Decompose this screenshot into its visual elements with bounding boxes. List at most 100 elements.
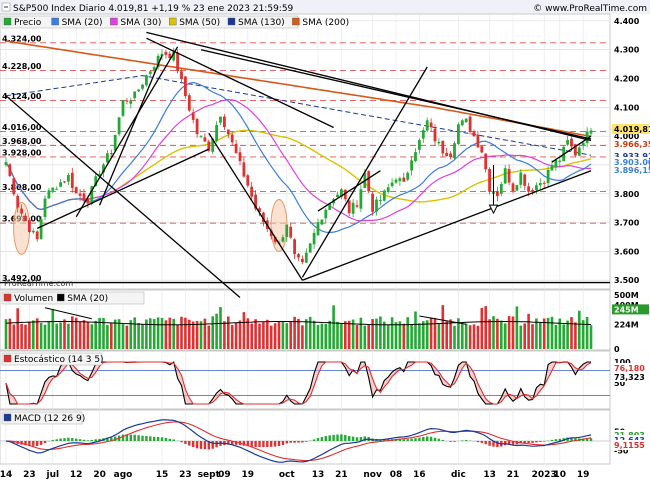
macd-histogram-bar bbox=[82, 439, 86, 441]
legend-swatch[interactable] bbox=[227, 17, 236, 26]
trend-line bbox=[302, 170, 592, 281]
volume-bar bbox=[566, 320, 569, 349]
price-legend-label: SMA (20) bbox=[62, 18, 103, 28]
volume-bar bbox=[59, 322, 62, 349]
legend-swatch[interactable] bbox=[168, 17, 177, 26]
candle-body bbox=[258, 208, 261, 212]
macd-histogram-bar bbox=[301, 441, 304, 443]
volume-bar bbox=[145, 319, 148, 349]
candle-body bbox=[184, 76, 187, 97]
stochastic-panel[interactable] bbox=[0, 350, 611, 410]
volume-bar bbox=[258, 323, 261, 349]
sma20-line bbox=[5, 81, 592, 234]
volume-bar bbox=[363, 325, 367, 349]
stochastic-d-line bbox=[5, 361, 592, 405]
volume-legend-label: SMA (20) bbox=[67, 294, 108, 304]
volume-bar bbox=[152, 319, 156, 349]
legend-swatch[interactable] bbox=[3, 293, 12, 302]
macd-histogram-bar bbox=[281, 441, 285, 445]
x-tick-label: dic bbox=[451, 470, 466, 480]
volume-bar bbox=[371, 319, 374, 349]
macd-histogram-bar bbox=[250, 441, 253, 447]
macd-histogram-bar bbox=[86, 440, 90, 441]
legend-swatch[interactable] bbox=[57, 293, 65, 302]
legend-swatch[interactable] bbox=[51, 17, 59, 26]
candle-body bbox=[527, 186, 530, 192]
macd-histogram-bar bbox=[558, 438, 561, 441]
price-tick-label: 3.500 bbox=[614, 276, 640, 285]
value-tags: 4.019,813.966,353.933,913.913,883.903,00… bbox=[612, 124, 650, 450]
macd-histogram-bar bbox=[492, 441, 495, 447]
volume-bar bbox=[125, 325, 129, 349]
candle-body bbox=[160, 53, 164, 57]
volume-bar bbox=[67, 323, 70, 349]
candle-body bbox=[519, 172, 523, 185]
candle-body bbox=[585, 131, 589, 143]
macd-histogram-bar bbox=[129, 434, 132, 441]
collapse-icon[interactable] bbox=[1, 2, 11, 12]
candle-body bbox=[418, 140, 421, 150]
volume-bar bbox=[445, 321, 448, 349]
candle-body bbox=[515, 185, 519, 191]
legend-swatch[interactable] bbox=[292, 17, 300, 26]
candle-body bbox=[379, 199, 382, 201]
legend-swatch[interactable] bbox=[110, 17, 118, 26]
volume-tick-label: 500M bbox=[614, 291, 639, 300]
x-tick-label: 12 bbox=[70, 470, 83, 480]
volume-bar bbox=[527, 313, 530, 349]
candle-body bbox=[12, 178, 16, 195]
value-tag-label: 245M bbox=[614, 305, 639, 314]
candle-body bbox=[347, 200, 351, 214]
candle-body bbox=[63, 181, 66, 183]
macd-histogram-bar bbox=[125, 434, 129, 441]
volume-bar bbox=[215, 313, 218, 349]
volume-bar bbox=[12, 324, 16, 349]
volume-sma-line bbox=[5, 321, 592, 326]
x-tick-label: 21 bbox=[507, 470, 520, 480]
candle-body bbox=[546, 169, 550, 184]
legend-swatch[interactable] bbox=[3, 413, 12, 422]
candle-body bbox=[94, 176, 98, 187]
volume-bar bbox=[63, 319, 66, 349]
volume-bar bbox=[324, 323, 328, 349]
volume-panel[interactable] bbox=[0, 289, 611, 351]
x-tick-label: 13 bbox=[312, 470, 325, 480]
volume-bar bbox=[457, 318, 460, 349]
legend-swatch[interactable] bbox=[3, 354, 12, 363]
x-tick-label: 09 bbox=[218, 470, 231, 480]
macd-histogram-bar bbox=[24, 441, 27, 446]
volume-bar bbox=[90, 324, 94, 349]
volume-bar bbox=[554, 324, 558, 349]
price-panel[interactable] bbox=[0, 13, 611, 290]
candle-body bbox=[281, 237, 285, 242]
macd-histogram-bar bbox=[211, 441, 214, 449]
candle-body bbox=[566, 140, 569, 145]
macd-histogram-bar bbox=[160, 437, 164, 441]
volume-bar bbox=[211, 316, 214, 349]
macd-panel[interactable] bbox=[0, 409, 611, 465]
candle-body bbox=[554, 160, 558, 168]
macd-histogram-bar bbox=[355, 437, 359, 441]
macd-histogram-bar bbox=[437, 438, 441, 441]
volume-bar bbox=[418, 323, 421, 349]
volume-bar bbox=[8, 318, 12, 349]
macd-histogram-bar bbox=[246, 441, 249, 447]
macd-histogram-bar bbox=[336, 434, 339, 441]
legend-swatch[interactable] bbox=[3, 17, 12, 26]
volume-bar bbox=[578, 310, 581, 349]
volume-bar bbox=[172, 318, 175, 349]
volume-bar bbox=[176, 324, 179, 349]
candle-body bbox=[453, 143, 456, 159]
price-tick-label: 3.800 bbox=[614, 190, 640, 199]
macd-histogram-bar bbox=[344, 434, 347, 441]
candle-body bbox=[449, 153, 452, 158]
value-tag-label: 3.933,91 bbox=[614, 152, 650, 161]
candle-body bbox=[226, 129, 230, 135]
candle-body bbox=[507, 169, 511, 183]
candle-body bbox=[35, 231, 39, 240]
volume-bar bbox=[266, 319, 269, 349]
candle-body bbox=[223, 116, 226, 128]
volume-bar bbox=[121, 324, 125, 349]
candle-body bbox=[246, 175, 250, 186]
